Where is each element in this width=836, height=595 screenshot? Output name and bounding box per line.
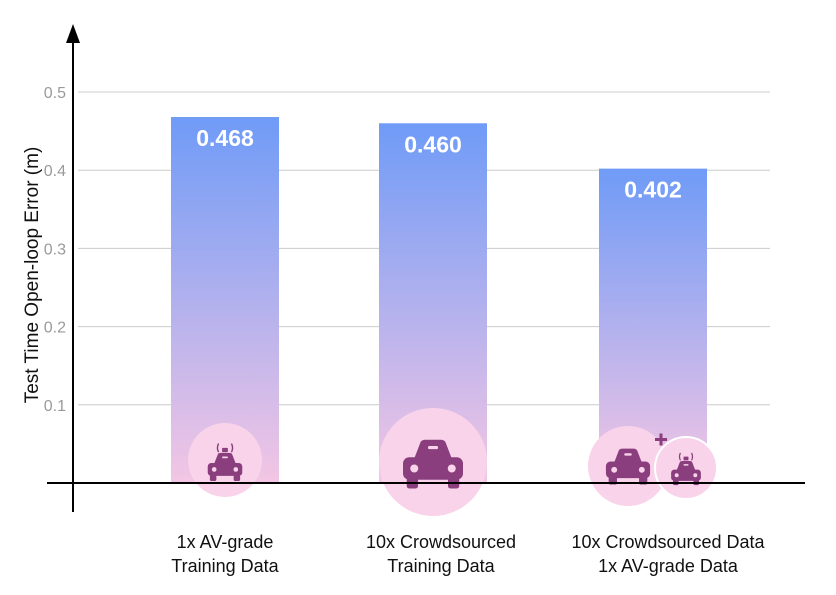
axes [47, 24, 805, 512]
x-tick-label: Training Data [387, 556, 495, 576]
x-tick-label: 1x AV-grade Data [598, 556, 739, 576]
category-labels: 1x AV-grade Training Data 10x Crowdsourced… [171, 532, 765, 576]
x-tick-label: 10x Crowdsourced [366, 532, 516, 552]
y-tick-label: 0.4 [44, 163, 66, 180]
y-tick-label: 0.5 [44, 85, 66, 102]
data-label: 0.402 [624, 177, 682, 203]
x-tick-label: Training Data [171, 556, 279, 576]
data-label: 0.468 [196, 125, 254, 151]
x-tick-label: 10x Crowdsourced Data [571, 532, 765, 552]
y-tick-label: 0.1 [44, 398, 66, 415]
sensor-car-icon [207, 443, 243, 481]
y-axis-arrow-icon [66, 24, 80, 43]
y-tick-label: 0.3 [44, 241, 66, 258]
y-tick-label: 0.2 [44, 320, 66, 337]
category-icons [188, 408, 718, 516]
value-labels: 0.468 0.460 0.402 [196, 125, 682, 203]
x-tick-label: 1x AV-grade [177, 532, 274, 552]
bar [171, 117, 279, 484]
data-label: 0.460 [404, 131, 462, 157]
y-tick-labels: 0.1 0.2 0.3 0.4 0.5 [44, 85, 66, 415]
plus-icon [655, 433, 667, 446]
y-axis-label: Test Time Open-loop Error (m) [22, 147, 43, 404]
